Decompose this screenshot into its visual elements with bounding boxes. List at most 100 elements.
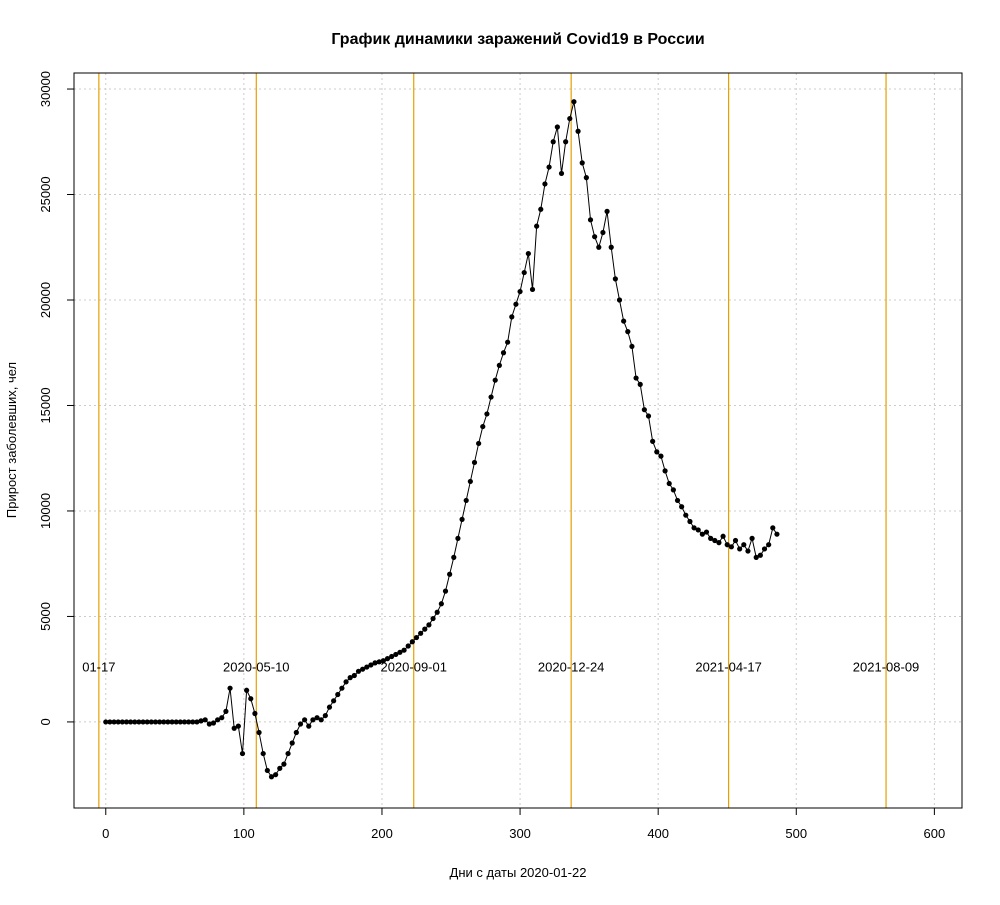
- data-point: [724, 542, 730, 548]
- data-point: [438, 601, 444, 607]
- data-point: [587, 217, 594, 223]
- data-point: [173, 719, 179, 725]
- data-point: [484, 411, 490, 417]
- x-tick-label: 500: [785, 826, 807, 841]
- data-point: [749, 535, 755, 541]
- data-point: [612, 276, 618, 282]
- data-point: [596, 244, 602, 250]
- data-point: [351, 672, 357, 679]
- data-point: [239, 750, 246, 757]
- data-point: [571, 99, 577, 105]
- data-point: [384, 656, 391, 662]
- data-point: [554, 124, 560, 130]
- data-point: [372, 660, 378, 666]
- y-tick-label: 5000: [38, 602, 53, 631]
- data-point: [695, 527, 701, 533]
- data-point: [360, 666, 366, 672]
- data-point: [413, 634, 420, 641]
- y-tick-label: 30000: [38, 71, 53, 107]
- data-point: [306, 723, 312, 729]
- data-point: [119, 719, 125, 725]
- data-point: [418, 630, 424, 636]
- data-point: [728, 544, 734, 550]
- data-point: [111, 719, 117, 725]
- data-point: [447, 571, 453, 577]
- y-axis-label: Прирост заболевших, чел: [4, 362, 19, 518]
- data-point: [542, 181, 548, 187]
- data-point: [368, 662, 374, 668]
- data-point: [575, 128, 581, 134]
- data-point: [679, 504, 685, 510]
- data-point: [152, 719, 159, 725]
- data-point: [633, 375, 639, 381]
- x-tick-label: 200: [371, 826, 393, 841]
- data-point: [132, 719, 138, 725]
- data-point: [376, 659, 382, 665]
- data-point: [517, 288, 523, 295]
- x-tick-label: 600: [924, 826, 946, 841]
- data-point: [538, 206, 544, 212]
- data-point: [687, 518, 693, 525]
- data-point: [277, 765, 283, 771]
- y-tick-label: 10000: [38, 493, 53, 529]
- data-point: [662, 468, 668, 474]
- data-point: [136, 719, 142, 725]
- data-point: [563, 139, 569, 145]
- y-tick-label: 0: [38, 718, 53, 725]
- data-point: [592, 234, 598, 240]
- data-point: [194, 719, 200, 725]
- x-tick-label: 300: [509, 826, 531, 841]
- data-point: [670, 487, 676, 493]
- data-point: [608, 244, 614, 250]
- data-point: [148, 719, 154, 725]
- data-point: [107, 719, 113, 725]
- data-point: [525, 250, 531, 257]
- data-point: [546, 164, 552, 170]
- data-point: [281, 761, 287, 767]
- data-point: [600, 229, 606, 236]
- data-point: [521, 269, 527, 276]
- plot-frame: [73, 72, 963, 809]
- data-point: [683, 512, 689, 518]
- data-point: [157, 719, 163, 725]
- data-point: [318, 717, 324, 723]
- data-point: [430, 615, 436, 622]
- data-point: [703, 529, 710, 535]
- data-point: [355, 668, 362, 674]
- data-point: [753, 554, 759, 560]
- data-point: [227, 685, 233, 691]
- data-point: [534, 223, 540, 229]
- data-point: [401, 647, 407, 653]
- data-point: [637, 381, 643, 387]
- data-point: [650, 438, 656, 444]
- data-point: [621, 318, 627, 324]
- data-point: [380, 658, 386, 664]
- y-tick-label: 25000: [38, 176, 53, 212]
- data-point: [210, 720, 217, 726]
- data-point: [409, 639, 415, 645]
- data-point: [674, 497, 681, 504]
- data-point: [393, 651, 399, 658]
- data-point: [471, 459, 478, 466]
- data-point: [389, 653, 395, 660]
- y-tick-label: 15000: [38, 387, 53, 423]
- data-point: [206, 721, 212, 727]
- data-point: [604, 208, 610, 214]
- data-point: [737, 546, 743, 552]
- data-point: [347, 675, 353, 681]
- data-point: [509, 314, 515, 320]
- data-point: [161, 719, 167, 725]
- data-point: [198, 718, 204, 724]
- data-point: [289, 740, 295, 746]
- data-point: [558, 170, 565, 177]
- data-point: [720, 533, 726, 539]
- data-point: [264, 767, 270, 774]
- data-line: [105, 101, 778, 778]
- data-point: [505, 339, 511, 345]
- data-point: [745, 548, 751, 554]
- y-tick-label: 20000: [38, 282, 53, 318]
- data-point: [252, 710, 258, 717]
- data-point: [339, 685, 345, 691]
- date-label: 01-17: [82, 659, 115, 674]
